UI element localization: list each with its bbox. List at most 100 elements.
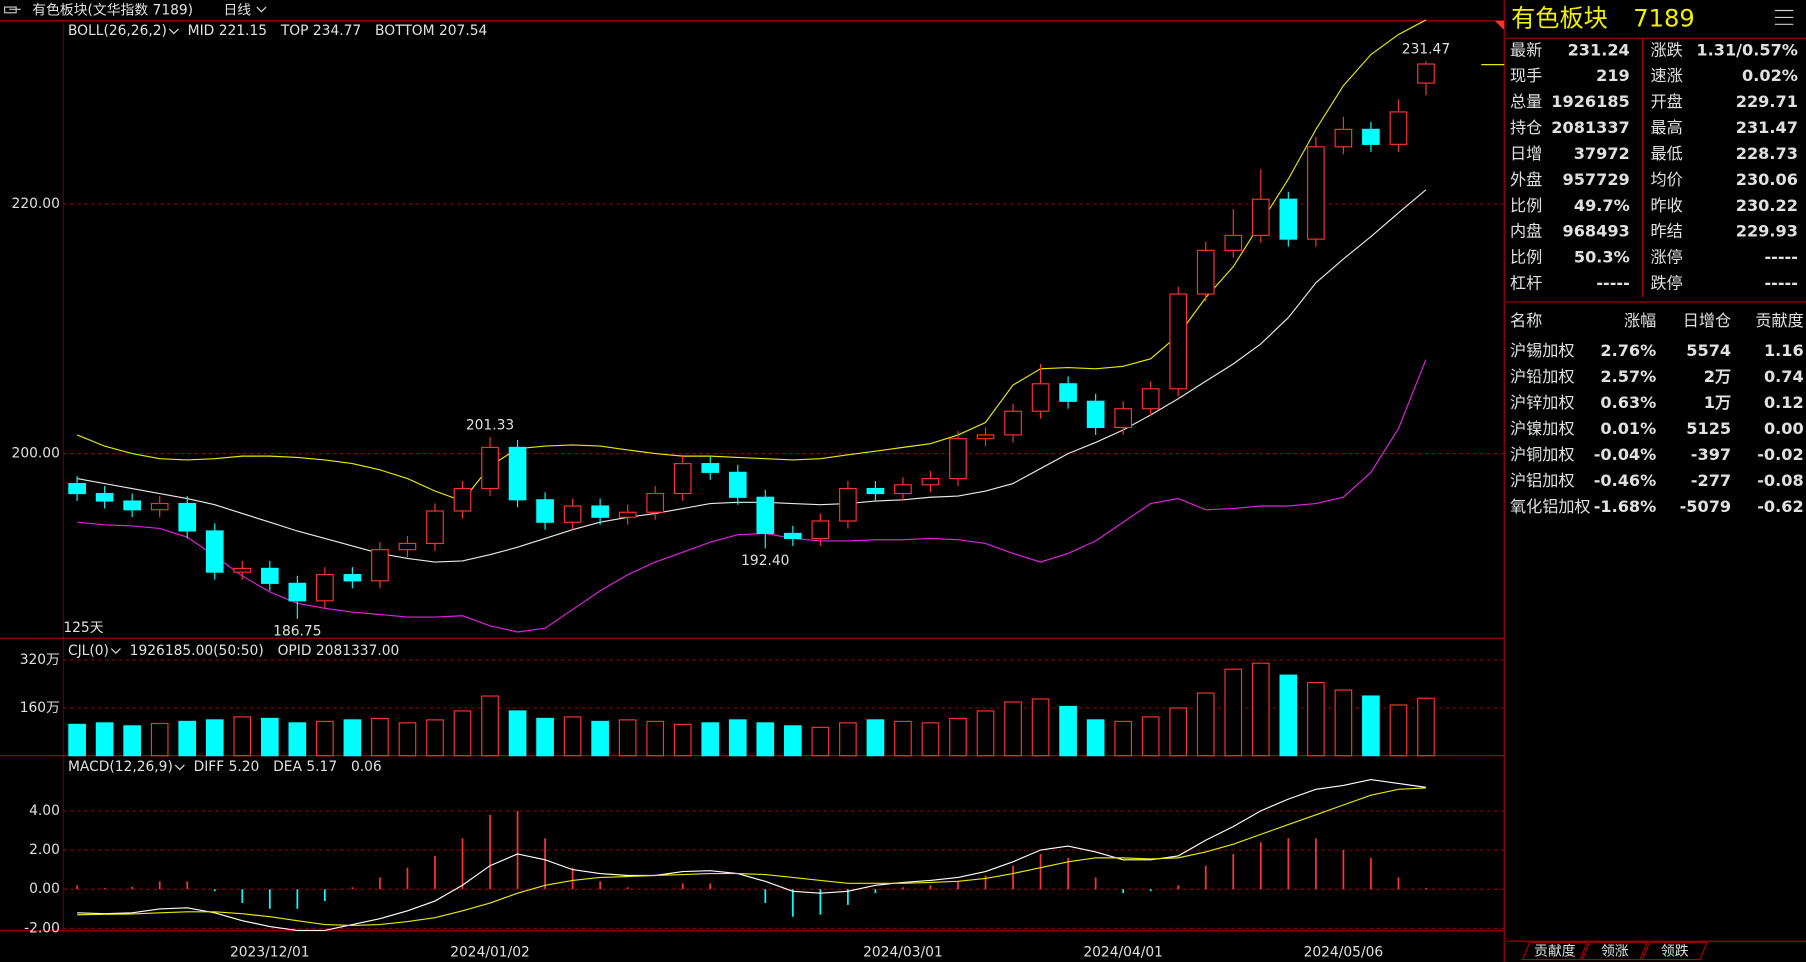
window-title[interactable]: 有色板块(文华指数 7189) xyxy=(32,1,193,18)
table-cell: 5125 xyxy=(1686,419,1731,438)
candle-body xyxy=(1224,234,1243,251)
extreme-label: 186.75 xyxy=(273,624,321,640)
tab-label[interactable]: 领涨 xyxy=(1601,944,1629,960)
indicator-arrow[interactable] xyxy=(168,28,179,35)
extreme-label: 231.47 xyxy=(1402,42,1450,58)
candle-body xyxy=(178,502,197,532)
volume-bar xyxy=(1114,720,1132,757)
boll-line xyxy=(77,359,1427,633)
legend-entry: BOTTOM 207.54 xyxy=(375,23,487,39)
macd-line xyxy=(77,778,1426,932)
quote-value: 231.47 xyxy=(1736,118,1798,137)
table-name[interactable]: 沪锡加权 xyxy=(1510,341,1574,360)
volume-bar xyxy=(866,719,885,757)
menu-icon[interactable] xyxy=(1774,9,1794,25)
table-cell: 1万 xyxy=(1704,393,1731,412)
quote-value: 228.73 xyxy=(1736,144,1798,163)
y-tick-label: 200.00 xyxy=(12,446,60,462)
volume-bar xyxy=(949,717,967,757)
x-tick-label: 2024/01/02 xyxy=(450,945,530,961)
volume-bar xyxy=(1279,674,1298,757)
table-name[interactable]: 沪镍加权 xyxy=(1510,419,1574,438)
volume-bar xyxy=(68,723,86,757)
volume-bar xyxy=(316,720,334,757)
quote-code: 7189 xyxy=(1633,5,1695,33)
tab[interactable] xyxy=(1581,941,1648,961)
table-cell: -277 xyxy=(1691,471,1731,490)
table-header: 日增仓 xyxy=(1683,311,1731,330)
table-cell: 5574 xyxy=(1686,341,1731,360)
period-selector[interactable]: 日线 xyxy=(223,2,251,18)
x-tick-label: 2024/03/01 xyxy=(863,945,943,961)
candle-body xyxy=(1114,408,1132,429)
window-icon xyxy=(4,6,21,14)
indicator-arrow[interactable] xyxy=(174,764,185,771)
volume-bar xyxy=(260,717,279,757)
tab[interactable] xyxy=(1641,941,1708,961)
candle-body xyxy=(371,549,389,582)
candle-body xyxy=(591,505,609,518)
candle-body xyxy=(949,438,967,480)
candle-body xyxy=(316,574,334,602)
tab-label[interactable]: 贡献度 xyxy=(1534,944,1576,960)
table-header: 涨幅 xyxy=(1624,311,1656,330)
corner-marker xyxy=(1495,20,1505,31)
table-name[interactable]: 沪锌加权 xyxy=(1510,393,1574,412)
volume-bar xyxy=(1224,668,1243,757)
period-count: 125天 xyxy=(63,620,103,636)
volume-bar xyxy=(371,717,389,757)
quote-label: 持仓 xyxy=(1510,118,1542,137)
table-name[interactable]: 氧化铝加权 xyxy=(1510,497,1591,516)
indicator-arrow[interactable] xyxy=(110,648,121,655)
legend-entry: DEA 5.17 xyxy=(273,759,337,775)
quote-label: 开盘 xyxy=(1651,92,1683,111)
candle-body xyxy=(260,567,279,584)
candle-body xyxy=(288,582,307,602)
y-tick-label: 160万 xyxy=(20,700,60,716)
quote-value: 37972 xyxy=(1574,144,1630,163)
volume-bar xyxy=(426,719,444,757)
table-name[interactable]: 沪铜加权 xyxy=(1510,445,1574,464)
candle-body xyxy=(453,487,472,512)
boll-line xyxy=(76,19,1427,502)
quote-label: 现手 xyxy=(1510,66,1542,85)
candle-body xyxy=(1086,400,1105,429)
volume-bar xyxy=(1334,689,1353,757)
candle-body xyxy=(1334,128,1353,148)
quote-value: 230.22 xyxy=(1736,196,1798,215)
quote-label: 均价 xyxy=(1651,170,1683,189)
table-cell: -1.68% xyxy=(1594,497,1657,516)
table-header: 贡献度 xyxy=(1755,311,1803,330)
volume-bar xyxy=(233,716,252,757)
quote-label: 涨停 xyxy=(1651,248,1683,267)
table-name[interactable]: 沪铅加权 xyxy=(1510,367,1574,386)
table-cell: 0.12 xyxy=(1764,393,1804,412)
volume-bar xyxy=(591,720,609,757)
quote-value: 229.71 xyxy=(1736,92,1798,111)
table-cell: 0.74 xyxy=(1764,367,1804,386)
table-cell: 0.00 xyxy=(1764,419,1804,438)
legend-text: 1926185.00(50:50) xyxy=(130,643,264,659)
extreme-label: 201.33 xyxy=(466,418,514,434)
table-cell: 0.01% xyxy=(1600,419,1656,438)
tab-label[interactable]: 领跌 xyxy=(1661,944,1689,960)
volume-bar xyxy=(1059,705,1077,757)
y-tick-label: 220.00 xyxy=(12,196,60,212)
table-name[interactable]: 沪铝加权 xyxy=(1510,471,1574,490)
quote-label: 总量 xyxy=(1510,92,1542,111)
candle-body xyxy=(894,484,912,495)
candle-body xyxy=(150,502,169,511)
boll-line xyxy=(77,189,1427,563)
volume-bar xyxy=(205,719,224,757)
candle-body xyxy=(1389,111,1408,145)
table-cell: 1.16 xyxy=(1764,341,1804,360)
table-cell: -5079 xyxy=(1680,497,1732,516)
tab[interactable] xyxy=(1521,941,1589,961)
table-cell: 0.63% xyxy=(1600,393,1656,412)
candle-body xyxy=(618,511,637,518)
period-arrow[interactable] xyxy=(256,6,267,13)
y-tick-label: 320万 xyxy=(20,652,60,668)
quote-value: 1.31/0.57% xyxy=(1696,40,1798,59)
quote-value: 0.02% xyxy=(1742,66,1798,85)
